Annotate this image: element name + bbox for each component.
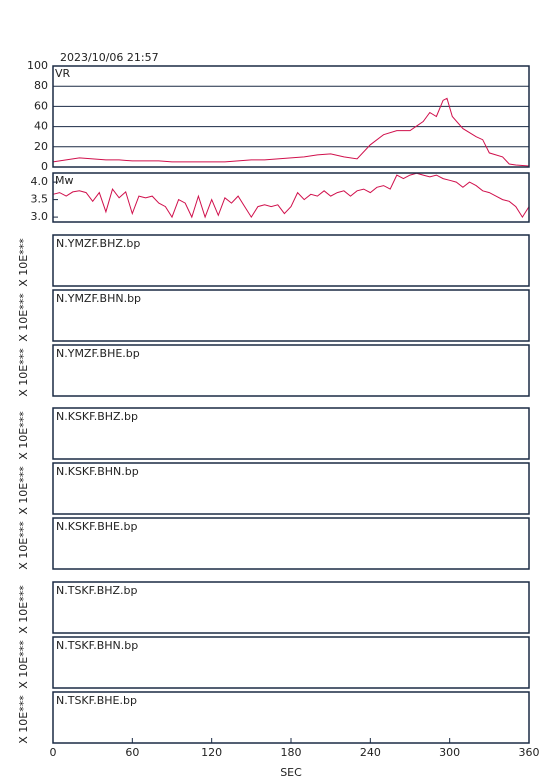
panel-label: Mw	[55, 174, 74, 187]
panel-frame	[52, 636, 530, 689]
panel-frame	[52, 462, 530, 515]
y-tick-label: 60	[34, 99, 48, 112]
data-line	[52, 97, 530, 167]
panel-label: VR	[55, 67, 71, 80]
panel-frame	[52, 172, 530, 223]
panel-label: N.KSKF.BHZ.bp	[56, 410, 138, 423]
x-tick-label: 0	[50, 746, 57, 759]
x-tick-label: 240	[360, 746, 381, 759]
x-tick-label: 60	[125, 746, 139, 759]
y-tick-label: 4.0	[31, 175, 49, 188]
y-axis-label: X 10E***	[17, 348, 30, 397]
x-tick-label: 120	[201, 746, 222, 759]
panel-frame	[52, 234, 530, 287]
x-tick-label: 360	[519, 746, 540, 759]
y-axis-label: X 10E***	[17, 585, 30, 634]
y-axis-label: X 10E***	[17, 521, 30, 570]
panel-label: N.TSKF.BHZ.bp	[56, 584, 138, 597]
panel-label: N.YMZF.BHN.bp	[56, 292, 141, 305]
panel-label: N.TSKF.BHE.bp	[56, 694, 137, 707]
y-axis-label: X 10E***	[17, 466, 30, 515]
panel-frame	[52, 65, 530, 168]
chart-title: 2023/10/06 21:57	[60, 51, 159, 64]
panel-label: N.KSKF.BHN.bp	[56, 465, 139, 478]
panel-label: N.YMZF.BHZ.bp	[56, 237, 140, 250]
y-axis-label: X 10E***	[17, 238, 30, 287]
panel-label: N.TSKF.BHN.bp	[56, 639, 138, 652]
panel-frame	[52, 517, 530, 570]
y-tick-label: 40	[34, 120, 48, 133]
y-axis-label: X 10E***	[17, 695, 30, 744]
x-axis-label: SEC	[280, 766, 302, 779]
y-axis-label: X 10E***	[17, 640, 30, 689]
y-tick-label: 0	[41, 160, 48, 173]
panel-frame	[52, 407, 530, 460]
panel-label: N.KSKF.BHE.bp	[56, 520, 137, 533]
panel-frame	[52, 581, 530, 634]
y-axis-label: X 10E***	[17, 293, 30, 342]
panel-frame	[52, 289, 530, 342]
y-tick-label: 3.5	[31, 193, 49, 206]
data-line	[52, 172, 530, 219]
y-axis-label: X 10E***	[17, 411, 30, 460]
x-tick-label: 300	[439, 746, 460, 759]
panel-label: N.YMZF.BHE.bp	[56, 347, 140, 360]
panel-frame	[52, 344, 530, 397]
x-tick-label: 180	[281, 746, 302, 759]
y-tick-label: 20	[34, 140, 48, 153]
y-tick-label: 3.0	[31, 210, 49, 223]
y-tick-label: 100	[27, 59, 48, 72]
y-tick-label: 80	[34, 79, 48, 92]
